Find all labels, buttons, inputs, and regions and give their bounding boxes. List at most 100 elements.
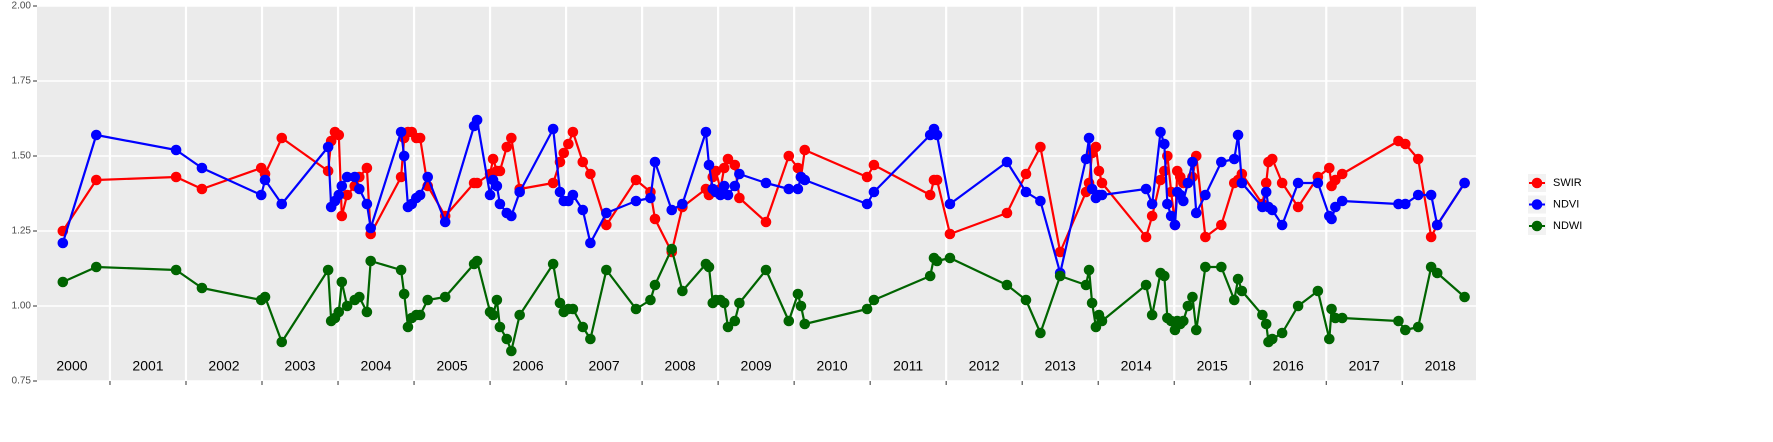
data-point <box>1187 291 1198 303</box>
data-point <box>861 171 873 183</box>
data-point <box>585 237 596 249</box>
data-point <box>1400 138 1411 150</box>
data-point <box>1035 195 1046 207</box>
data-point <box>666 204 678 216</box>
data-point <box>799 174 811 186</box>
data-point <box>487 309 499 321</box>
year-label: 2018 <box>1425 358 1456 374</box>
data-point <box>1182 300 1194 312</box>
data-point <box>1190 207 1202 219</box>
data-point <box>414 309 426 321</box>
data-point <box>1200 231 1211 243</box>
year-label: 2015 <box>1197 358 1228 374</box>
data-point <box>601 219 612 231</box>
data-point <box>322 264 334 276</box>
data-point <box>491 180 503 192</box>
year-label: 2017 <box>1349 358 1380 374</box>
data-point <box>336 210 348 222</box>
data-point <box>336 276 348 288</box>
data-point <box>1159 138 1170 150</box>
data-point <box>924 270 936 282</box>
data-point <box>577 321 589 333</box>
data-point <box>1236 285 1248 297</box>
data-point <box>1330 201 1341 213</box>
data-point <box>722 189 734 201</box>
data-point <box>931 255 943 267</box>
data-point <box>341 189 353 201</box>
data-point <box>494 198 506 210</box>
data-point <box>402 321 414 333</box>
legend-marker <box>1531 220 1543 232</box>
data-point <box>792 288 804 300</box>
data-point <box>1336 312 1348 324</box>
year-label: 2004 <box>360 358 391 374</box>
data-point <box>734 297 745 309</box>
data-point <box>1459 177 1470 189</box>
data-point <box>90 261 102 273</box>
data-point <box>1312 177 1324 189</box>
y-tick-label: 1.00 <box>12 301 32 312</box>
data-point <box>1216 156 1227 168</box>
year-label: 2005 <box>436 358 467 374</box>
data-point <box>1459 291 1470 303</box>
data-point <box>1323 162 1335 174</box>
data-point <box>1155 126 1166 138</box>
data-point <box>1431 267 1443 279</box>
year-label: 2000 <box>56 358 87 374</box>
data-point <box>494 165 506 177</box>
data-point <box>729 315 741 327</box>
legend-label: NDVI <box>1553 198 1579 210</box>
data-point <box>398 150 410 162</box>
data-point <box>341 300 353 312</box>
data-point <box>1162 198 1173 210</box>
data-point <box>1260 318 1272 330</box>
data-point <box>276 132 288 144</box>
data-point <box>861 198 873 210</box>
data-point <box>333 306 345 318</box>
data-point <box>734 168 745 180</box>
data-point <box>422 171 434 183</box>
data-point <box>196 282 208 294</box>
data-point <box>1400 324 1411 336</box>
data-point <box>1146 198 1158 210</box>
data-point <box>567 126 579 138</box>
data-point <box>547 258 559 270</box>
data-point <box>514 186 526 198</box>
data-point <box>1159 165 1170 177</box>
data-point <box>1393 315 1404 327</box>
data-point <box>1336 168 1348 180</box>
data-point <box>322 141 334 153</box>
y-tick-label: 1.25 <box>12 226 32 237</box>
data-point <box>414 189 426 201</box>
data-point <box>1232 273 1244 285</box>
data-point <box>395 264 407 276</box>
data-point <box>395 126 407 138</box>
data-point <box>677 285 688 297</box>
data-point <box>1159 270 1170 282</box>
data-point <box>1086 183 1098 195</box>
year-label: 2008 <box>665 358 696 374</box>
data-point <box>322 165 334 177</box>
data-point <box>868 294 880 306</box>
data-point <box>1054 270 1066 282</box>
data-point <box>361 198 373 210</box>
data-point <box>729 180 741 192</box>
data-point <box>336 180 348 192</box>
data-point <box>783 150 795 162</box>
year-label: 2002 <box>208 358 239 374</box>
data-point <box>554 186 566 198</box>
data-point <box>1146 309 1158 321</box>
year-label: 2011 <box>893 358 923 374</box>
data-point <box>1336 195 1348 207</box>
data-point <box>630 303 642 315</box>
data-point <box>645 294 656 306</box>
data-point <box>760 216 772 228</box>
data-point <box>1140 279 1152 291</box>
data-point <box>760 177 772 189</box>
data-point <box>422 294 434 306</box>
data-point <box>1083 132 1095 144</box>
data-point <box>718 180 730 192</box>
data-point <box>703 159 715 171</box>
data-point <box>649 213 661 225</box>
data-point <box>1182 177 1194 189</box>
